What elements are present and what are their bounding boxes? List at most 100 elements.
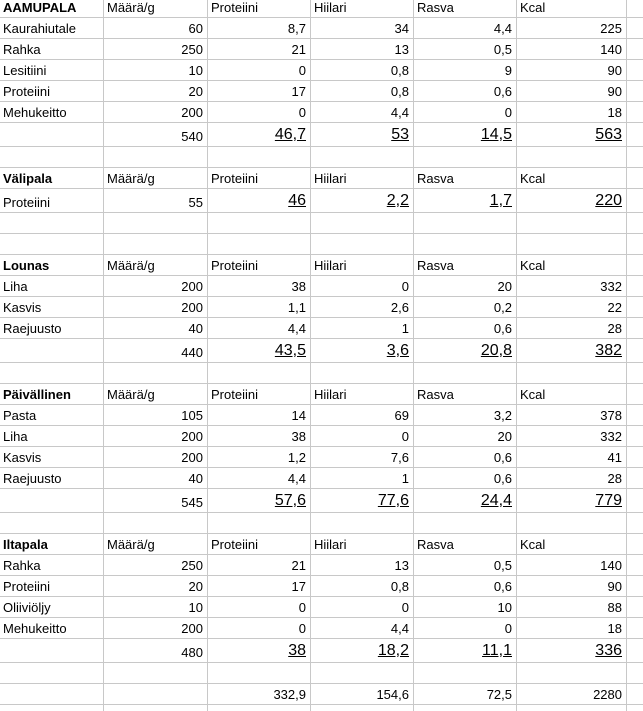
value-cell[interactable]: 250 — [103, 554, 208, 576]
sum-grams-cell[interactable]: 480 — [103, 638, 208, 663]
column-header-cell[interactable]: Proteiini — [207, 533, 311, 555]
empty-cell[interactable] — [626, 233, 643, 255]
column-header-cell[interactable]: Kcal — [516, 167, 627, 189]
sum-value-cell[interactable]: 779 — [516, 488, 627, 513]
section-title-cell[interactable]: Iltapala — [0, 533, 104, 555]
row-label-cell[interactable]: Liha — [0, 425, 104, 447]
row-label-cell[interactable]: Mehukeitto — [0, 617, 104, 639]
sum-value-cell[interactable]: 220 — [516, 188, 627, 213]
sum-value-cell[interactable]: 57,6 — [207, 488, 311, 513]
value-cell[interactable]: 4,4 — [310, 101, 414, 123]
value-cell[interactable]: 0 — [413, 101, 517, 123]
value-cell[interactable]: 4,4 — [413, 17, 517, 39]
sum-grams-cell[interactable]: 55 — [103, 188, 208, 213]
row-label-cell[interactable]: Kasvis — [0, 296, 104, 318]
empty-cell[interactable] — [626, 383, 643, 405]
value-cell[interactable]: 0 — [207, 59, 311, 81]
value-cell[interactable]: 0 — [207, 617, 311, 639]
value-cell[interactable]: 200 — [103, 101, 208, 123]
empty-cell[interactable] — [0, 704, 104, 711]
row-label-cell[interactable]: Liha — [0, 275, 104, 297]
value-cell[interactable]: 9 — [413, 59, 517, 81]
empty-cell[interactable] — [310, 362, 414, 384]
empty-cell[interactable] — [207, 704, 311, 711]
empty-cell[interactable] — [626, 167, 643, 189]
value-cell[interactable]: 21 — [207, 554, 311, 576]
column-header-cell[interactable]: Kcal — [516, 0, 627, 18]
section-title-cell[interactable]: Lounas — [0, 254, 104, 276]
empty-cell[interactable] — [413, 662, 517, 684]
grand-total-cell[interactable]: 72,5 — [413, 683, 517, 705]
column-header-cell[interactable]: Proteiini — [207, 254, 311, 276]
empty-cell[interactable] — [626, 617, 643, 639]
empty-cell[interactable] — [0, 362, 104, 384]
row-label-cell[interactable]: Rahka — [0, 554, 104, 576]
empty-cell[interactable] — [207, 662, 311, 684]
value-cell[interactable]: 13 — [310, 554, 414, 576]
column-header-cell[interactable]: Kcal — [516, 383, 627, 405]
value-cell[interactable]: 332 — [516, 425, 627, 447]
value-cell[interactable]: 20 — [103, 80, 208, 102]
value-cell[interactable]: 17 — [207, 575, 311, 597]
empty-cell[interactable] — [626, 122, 643, 147]
value-cell[interactable]: 0,5 — [413, 38, 517, 60]
empty-cell[interactable] — [516, 233, 627, 255]
empty-cell[interactable] — [103, 683, 208, 705]
row-label-cell[interactable]: Raejuusto — [0, 467, 104, 489]
value-cell[interactable]: 0,8 — [310, 80, 414, 102]
sum-value-cell[interactable]: 2,2 — [310, 188, 414, 213]
value-cell[interactable]: 0,6 — [413, 446, 517, 468]
value-cell[interactable]: 2,6 — [310, 296, 414, 318]
value-cell[interactable]: 21 — [207, 38, 311, 60]
empty-cell[interactable] — [626, 425, 643, 447]
value-cell[interactable]: 28 — [516, 467, 627, 489]
value-cell[interactable]: 20 — [103, 575, 208, 597]
value-cell[interactable]: 40 — [103, 317, 208, 339]
value-cell[interactable]: 1 — [310, 317, 414, 339]
empty-cell[interactable] — [626, 338, 643, 363]
row-label-cell[interactable]: Oliiviöljy — [0, 596, 104, 618]
empty-cell[interactable] — [626, 488, 643, 513]
empty-cell[interactable] — [0, 662, 104, 684]
empty-cell[interactable] — [103, 233, 208, 255]
row-label-cell[interactable]: Mehukeitto — [0, 101, 104, 123]
empty-cell[interactable] — [310, 212, 414, 234]
column-header-cell[interactable]: Rasva — [413, 533, 517, 555]
empty-cell[interactable] — [413, 212, 517, 234]
empty-cell[interactable] — [103, 146, 208, 168]
value-cell[interactable]: 4,4 — [207, 467, 311, 489]
value-cell[interactable]: 140 — [516, 554, 627, 576]
empty-cell[interactable] — [310, 662, 414, 684]
value-cell[interactable]: 200 — [103, 617, 208, 639]
empty-cell[interactable] — [0, 512, 104, 534]
empty-cell[interactable] — [0, 212, 104, 234]
empty-cell[interactable] — [413, 512, 517, 534]
empty-cell[interactable] — [626, 362, 643, 384]
sum-value-cell[interactable]: 20,8 — [413, 338, 517, 363]
empty-cell[interactable] — [310, 512, 414, 534]
empty-cell[interactable] — [103, 212, 208, 234]
empty-cell[interactable] — [626, 683, 643, 705]
empty-cell[interactable] — [626, 275, 643, 297]
value-cell[interactable]: 17 — [207, 80, 311, 102]
sum-value-cell[interactable]: 43,5 — [207, 338, 311, 363]
empty-cell[interactable] — [103, 662, 208, 684]
empty-cell[interactable] — [413, 704, 517, 711]
empty-cell[interactable] — [103, 704, 208, 711]
empty-cell[interactable] — [626, 212, 643, 234]
sum-value-cell[interactable]: 46,7 — [207, 122, 311, 147]
value-cell[interactable]: 20 — [413, 275, 517, 297]
value-cell[interactable]: 0,6 — [413, 80, 517, 102]
value-cell[interactable]: 0 — [310, 275, 414, 297]
empty-cell[interactable] — [310, 704, 414, 711]
grand-total-cell[interactable]: 154,6 — [310, 683, 414, 705]
value-cell[interactable]: 140 — [516, 38, 627, 60]
row-label-cell[interactable]: Pasta — [0, 404, 104, 426]
empty-cell[interactable] — [626, 80, 643, 102]
value-cell[interactable]: 22 — [516, 296, 627, 318]
empty-cell[interactable] — [626, 704, 643, 711]
empty-cell[interactable] — [626, 146, 643, 168]
sum-value-cell[interactable]: 18,2 — [310, 638, 414, 663]
column-header-cell[interactable]: Määrä/g — [103, 383, 208, 405]
value-cell[interactable]: 0,2 — [413, 296, 517, 318]
